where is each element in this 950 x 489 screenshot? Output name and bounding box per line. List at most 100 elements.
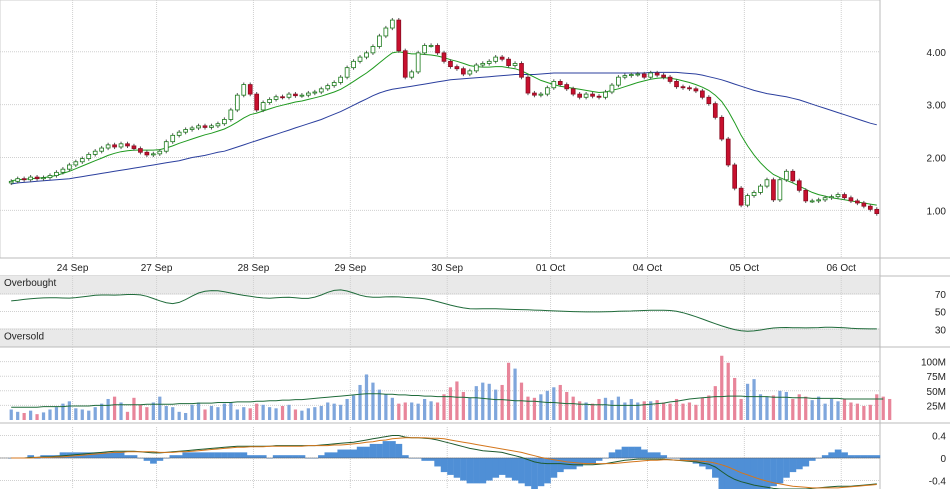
- candlestick: [454, 64, 460, 71]
- candlestick: [867, 204, 873, 212]
- candle-up: [422, 45, 427, 54]
- candle-down: [144, 151, 150, 156]
- candle-up: [428, 45, 434, 47]
- volume-bar-up: [332, 403, 336, 420]
- candlestick: [822, 195, 828, 202]
- macd-histogram-bar: [427, 458, 435, 461]
- candle-down: [867, 205, 873, 210]
- candlestick: [641, 71, 647, 80]
- candlestick: [784, 169, 789, 182]
- candle-up: [267, 98, 272, 103]
- candle-up: [8, 180, 14, 184]
- candlestick: [719, 115, 725, 142]
- volume-bar-up: [384, 394, 388, 420]
- candlestick: [764, 177, 770, 189]
- candle-down: [667, 76, 673, 82]
- volume-bar-up: [745, 383, 750, 420]
- candle-up: [241, 84, 247, 96]
- macd-histogram-bar: [324, 452, 332, 458]
- volume-bar-up: [623, 402, 627, 420]
- volume-tick-label: 50M: [927, 387, 946, 398]
- candle-down: [732, 164, 738, 189]
- macd-histogram-bar: [259, 455, 267, 458]
- candle-up: [54, 171, 59, 176]
- price-tick-label: 4.00: [927, 48, 947, 59]
- volume-bar-down: [293, 409, 298, 420]
- volume-bar-up: [539, 394, 543, 420]
- candlestick: [389, 17, 395, 31]
- volume-bar-up: [423, 398, 427, 420]
- macd-histogram-bar: [473, 458, 480, 484]
- volume-bar-down: [849, 402, 853, 420]
- volume-bar-up: [765, 396, 769, 420]
- candlestick: [693, 86, 699, 94]
- candlestick: [461, 66, 466, 77]
- volume-bar-down: [455, 381, 459, 420]
- volume-bar-up: [274, 408, 278, 420]
- candlestick: [241, 82, 247, 98]
- macd-histogram-bar: [679, 458, 687, 461]
- volume-bar-up: [80, 409, 84, 420]
- volume-moving-average-line: [11, 393, 884, 408]
- candlestick: [874, 207, 880, 216]
- candle-up: [357, 56, 363, 62]
- candle-up: [47, 175, 53, 179]
- macd-histogram-bar: [421, 458, 429, 461]
- candlestick: [202, 123, 208, 130]
- volume-bar-down: [862, 405, 866, 420]
- candlestick: [267, 97, 272, 105]
- candle-up: [493, 56, 499, 62]
- candlestick: [209, 123, 214, 130]
- macd-histogram-bar: [860, 455, 868, 458]
- macd-histogram-bar: [150, 458, 157, 464]
- price-panel: [0, 0, 881, 259]
- volume-bar-up: [552, 387, 556, 420]
- candlestick: [557, 79, 563, 87]
- date-tick-label: 27 Sep: [141, 263, 173, 274]
- volume-bar-up: [829, 398, 834, 420]
- macd-histogram-bar: [240, 452, 248, 458]
- macd-histogram-bar: [156, 458, 164, 461]
- candle-up: [338, 76, 343, 83]
- candle-up: [189, 127, 195, 130]
- macd-histogram-bar: [111, 452, 119, 458]
- candlestick: [286, 91, 292, 100]
- candlestick: [803, 188, 809, 204]
- candlestick: [609, 83, 615, 95]
- candle-down: [712, 103, 718, 118]
- candle-up: [15, 178, 21, 182]
- macd-histogram-bar: [783, 458, 790, 478]
- candlestick: [435, 43, 440, 55]
- volume-bar-up: [474, 386, 478, 420]
- candle-up: [73, 161, 79, 166]
- candlestick: [525, 75, 531, 96]
- candle-up: [784, 170, 789, 181]
- candle-down: [454, 66, 460, 70]
- candlestick: [15, 176, 21, 184]
- candle-down: [396, 19, 402, 52]
- volume-bar-up: [319, 405, 323, 420]
- candle-up: [777, 179, 783, 201]
- candle-up: [383, 27, 389, 37]
- candle-down: [654, 72, 660, 76]
- candlestick: [422, 43, 427, 55]
- macd-histogram-bar: [511, 458, 519, 481]
- candle-down: [771, 179, 776, 201]
- macd-histogram-bar: [660, 455, 668, 458]
- candle-up: [228, 109, 234, 120]
- volume-bar-up: [468, 397, 472, 420]
- candle-down: [441, 52, 447, 62]
- volume-bar-up: [184, 412, 188, 420]
- candlestick: [603, 89, 608, 100]
- candle-up: [745, 195, 750, 206]
- candlestick: [480, 61, 486, 68]
- macd-histogram-bar: [104, 452, 112, 458]
- macd-histogram-bar: [712, 458, 719, 478]
- candlestick: [745, 193, 750, 208]
- candlestick: [260, 100, 266, 113]
- volume-bar-up: [16, 411, 20, 420]
- candle-down: [402, 50, 408, 78]
- candlestick: [577, 91, 582, 100]
- macd-histogram-bar: [615, 449, 622, 458]
- macd-histogram-bar: [434, 458, 441, 467]
